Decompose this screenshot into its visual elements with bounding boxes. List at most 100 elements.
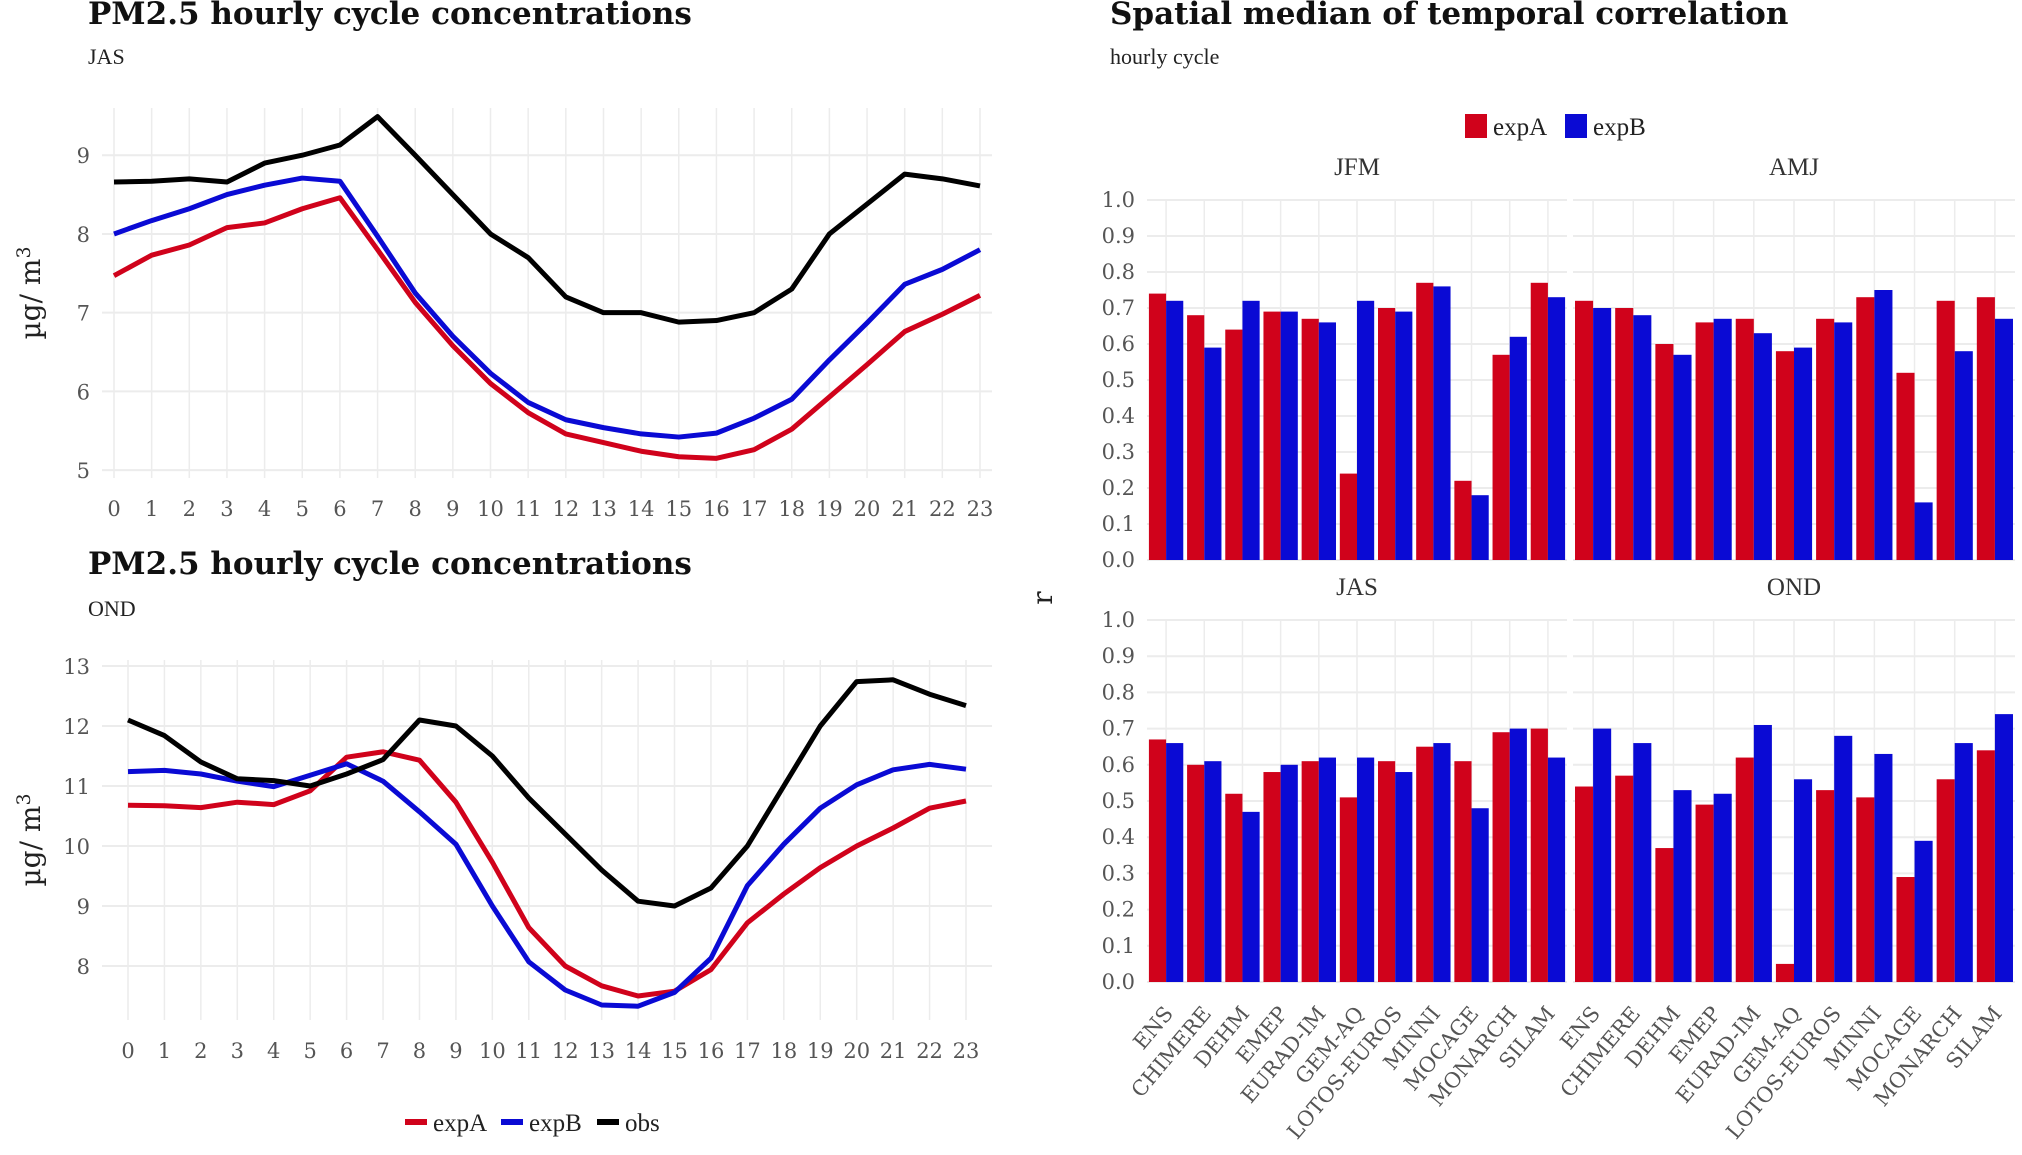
y-tick-label: 9 xyxy=(77,144,90,168)
y-tick-label: 0.3 xyxy=(1102,440,1135,464)
x-tick-label: 20 xyxy=(843,1039,870,1063)
bar-JAS-EMEP-expA xyxy=(1263,772,1281,982)
y-tick-label: 1.0 xyxy=(1102,608,1135,632)
line-series-obs xyxy=(127,677,967,909)
bar-JAS-MOCAGE-expB xyxy=(1471,808,1489,982)
x-tick-label: 22 xyxy=(929,497,956,521)
x-tick-label: 12 xyxy=(552,1039,579,1063)
x-tick-label: 10 xyxy=(477,497,504,521)
line-chart-ond-subtitle: OND xyxy=(88,596,136,621)
bar-AMJ-EURAD-IM-expB xyxy=(1753,333,1772,560)
bar-OND-EURAD-IM-expA xyxy=(1735,757,1754,982)
y-tick-label: 0.0 xyxy=(1102,970,1135,994)
y-tick-label: 11 xyxy=(63,775,90,799)
x-tick-label: 17 xyxy=(734,1039,761,1063)
x-tick-label: 19 xyxy=(807,1039,834,1063)
bar-JAS-DEHM-expB xyxy=(1242,811,1260,982)
y-tick-label: 0.3 xyxy=(1102,861,1135,885)
bar-JFM-GEM-AQ-expA xyxy=(1339,473,1357,560)
bar-JFM-CHIMERE-expB xyxy=(1204,347,1222,560)
y-tick-label: 0.2 xyxy=(1102,476,1135,500)
line-chart-jas-title: PM2.5 hourly cycle concentrations xyxy=(88,0,692,32)
bar-OND-EMEP-expA xyxy=(1695,804,1714,982)
bar-OND-MOCAGE-expA xyxy=(1896,877,1915,982)
bar-OND-CHIMERE-expB xyxy=(1633,743,1652,982)
x-tick-label: 19 xyxy=(816,497,843,521)
y-tick-label: 0.0 xyxy=(1102,548,1135,572)
x-tick-label: 14 xyxy=(628,497,655,521)
bar-JFM-MINNI-expA xyxy=(1416,282,1434,560)
bar-JFM-DEHM-expA xyxy=(1225,329,1243,560)
x-tick-label: 6 xyxy=(340,1039,353,1063)
y-tick-label: 0.7 xyxy=(1102,717,1135,741)
bar-chart-title: Spatial median of temporal correlation xyxy=(1110,0,1789,32)
y-axis-label: µg/ m3 xyxy=(13,793,47,886)
x-tick-label: 4 xyxy=(258,497,271,521)
x-tick-label: 15 xyxy=(661,1039,688,1063)
bar-JFM-MOCAGE-expB xyxy=(1471,495,1489,560)
y-tick-label: 0.9 xyxy=(1102,644,1135,668)
bar-JAS-DEHM-expA xyxy=(1225,793,1243,982)
facet-label-OND: OND xyxy=(1767,574,1821,601)
bar-AMJ-EMEP-expA xyxy=(1695,322,1714,560)
bar-JFM-SILAM-expA xyxy=(1530,282,1548,560)
x-tick-label: 2 xyxy=(183,497,196,521)
y-axis-label: r xyxy=(1026,591,1059,605)
bar-chart-subtitle: hourly cycle xyxy=(1110,44,1220,69)
x-tick-label: 11 xyxy=(515,1039,542,1063)
bar-AMJ-MINNI-expA xyxy=(1856,297,1875,560)
bar-OND-ENS-expA xyxy=(1575,786,1594,982)
bar-OND-GEM-AQ-expB xyxy=(1794,779,1813,982)
x-tick-label: 17 xyxy=(741,497,768,521)
x-tick-label: 9 xyxy=(446,497,459,521)
y-axis-label: µg/ m3 xyxy=(13,246,47,339)
bar-JAS-MONARCH-expB xyxy=(1509,728,1527,982)
legend-key-expB xyxy=(1565,114,1587,138)
x-tick-label: 11 xyxy=(515,497,542,521)
legend-label-expB: expB xyxy=(1593,114,1646,141)
bar-AMJ-EURAD-IM-expA xyxy=(1735,318,1754,560)
bar-AMJ-CHIMERE-expA xyxy=(1615,308,1634,560)
bar-OND-GEM-AQ-expA xyxy=(1775,963,1794,982)
facet-label-JFM: JFM xyxy=(1334,154,1380,181)
y-tick-label: 0.6 xyxy=(1102,753,1135,777)
bar-JFM-ENS-expB xyxy=(1166,300,1184,560)
x-tick-label: 8 xyxy=(413,1039,426,1063)
legend-key-expA xyxy=(1465,114,1487,138)
bar-AMJ-GEM-AQ-expA xyxy=(1775,351,1794,560)
bar-JAS-EMEP-expB xyxy=(1280,764,1298,982)
bar-JAS-CHIMERE-expB xyxy=(1204,761,1222,982)
bar-OND-EMEP-expB xyxy=(1713,793,1732,982)
bar-OND-LOTOS-EUROS-expA xyxy=(1816,790,1835,982)
line-series-expA xyxy=(112,195,982,461)
bar-JFM-EMEP-expB xyxy=(1280,311,1298,560)
bar-AMJ-LOTOS-EUROS-expA xyxy=(1816,318,1835,560)
facet-label-AMJ: AMJ xyxy=(1769,154,1819,181)
bar-OND-MONARCH-expA xyxy=(1936,779,1955,982)
x-tick-label: 21 xyxy=(880,1039,907,1063)
y-tick-label: 10 xyxy=(63,835,90,859)
x-tick-label: 5 xyxy=(296,497,309,521)
legend-label-expA: expA xyxy=(433,1110,487,1137)
bar-OND-DEHM-expA xyxy=(1655,848,1674,982)
bar-OND-MONARCH-expB xyxy=(1954,743,1973,982)
bar-AMJ-DEHM-expB xyxy=(1673,354,1692,560)
bar-OND-SILAM-expA xyxy=(1976,750,1995,982)
x-tick-label: 23 xyxy=(953,1039,980,1063)
bar-JAS-LOTOS-EUROS-expA xyxy=(1378,761,1396,982)
x-tick-label: 23 xyxy=(967,497,994,521)
bar-AMJ-ENS-expA xyxy=(1575,300,1594,560)
bar-OND-LOTOS-EUROS-expB xyxy=(1834,735,1853,982)
x-tick-label: 16 xyxy=(698,1039,725,1063)
bar-JFM-LOTOS-EUROS-expA xyxy=(1378,308,1396,560)
x-tick-label: 2 xyxy=(194,1039,207,1063)
bar-OND-ENS-expB xyxy=(1593,728,1612,982)
y-tick-label: 1.0 xyxy=(1102,188,1135,212)
bar-JAS-MONARCH-expA xyxy=(1492,732,1510,982)
x-tick-label: 16 xyxy=(703,497,730,521)
bar-JAS-SILAM-expA xyxy=(1530,728,1548,982)
line-series-expB xyxy=(113,175,982,440)
bar-JAS-SILAM-expB xyxy=(1547,757,1566,982)
line-chart-jas-subtitle: JAS xyxy=(88,44,125,69)
